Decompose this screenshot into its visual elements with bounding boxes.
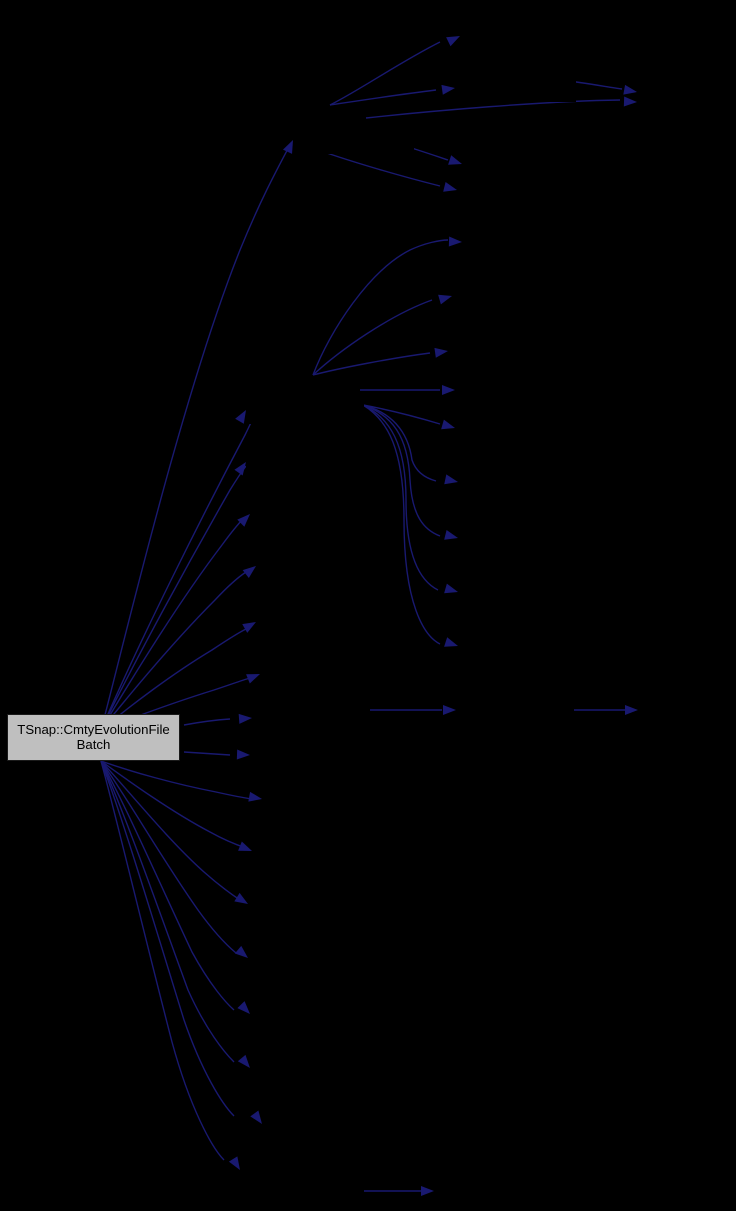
call-edge-arrowhead [421,1186,434,1196]
graph-node[interactable] [250,1000,368,1028]
graph-node[interactable] [248,942,366,970]
graph-node[interactable] [252,704,370,732]
call-edge [100,760,253,800]
call-edge-arrowhead [234,945,248,958]
call-edge-arrowhead [242,622,256,633]
call-edge [312,239,449,376]
graph-node[interactable] [246,448,364,476]
graph-node[interactable] [296,126,414,154]
call-edge [362,404,441,645]
graph-node[interactable] [250,500,368,528]
graph-node[interactable] [262,785,380,813]
graph-node-root[interactable]: TSnap::CmtyEvolutionFile Batch [7,714,180,761]
call-edge-arrowhead [238,713,252,724]
graph-node[interactable] [462,524,580,552]
call-edge-arrowhead [623,84,637,95]
call-edge [100,571,247,731]
graph-node[interactable] [452,339,570,367]
graph-node[interactable] [250,741,368,769]
call-edge-arrowhead [448,155,462,165]
call-edge [100,760,235,1063]
call-edge-arrowhead [237,1001,250,1014]
call-edge-arrowhead [441,84,455,95]
graph-node[interactable] [252,837,370,865]
call-edge-arrowhead [248,791,262,802]
call-edge-arrowhead [441,419,455,430]
call-edge [362,404,441,537]
call-edge-arrowhead [242,566,256,578]
graph-node[interactable] [462,468,580,496]
graph-node[interactable] [462,578,580,606]
call-edge [362,404,439,591]
call-edge-arrowhead [625,705,638,715]
call-edge-arrowhead [250,1110,262,1124]
call-edge-arrowhead [444,583,458,594]
graph-node[interactable] [640,696,730,724]
call-edge [312,352,431,376]
call-edge-arrowhead [442,385,455,395]
call-edge [362,404,437,482]
call-edge-arrowhead [235,410,246,424]
graph-node[interactable] [246,396,364,424]
call-edge [100,517,245,731]
call-edge [100,760,235,1011]
call-edge-arrowhead [246,674,260,684]
graph-node[interactable] [436,1177,554,1205]
call-edge-arrowhead [234,462,246,476]
call-edge-arrowhead [238,841,252,851]
graph-node[interactable] [240,1156,358,1184]
graph-node[interactable] [260,660,378,688]
graph-node[interactable] [248,890,366,918]
call-edge [100,628,247,731]
graph-node[interactable] [462,228,580,256]
graph-node[interactable] [250,1052,368,1080]
graph-node[interactable] [262,1110,380,1138]
graph-node[interactable] [462,22,580,50]
graph-node[interactable] [455,286,573,314]
call-edge-arrowhead [237,1054,250,1068]
call-edge-arrowhead [282,140,293,154]
call-edge-arrowhead [438,294,452,305]
call-edge-arrowhead [623,96,637,107]
call-edge [183,718,231,726]
call-edge-arrowhead [434,347,448,358]
call-edge-arrowhead [444,474,458,485]
graph-node[interactable] [462,149,580,177]
graph-node[interactable] [458,74,576,102]
call-edge-arrowhead [236,749,250,760]
call-edge [362,404,441,425]
call-edge [329,89,437,106]
call-edge [183,751,231,756]
call-edge [100,760,247,849]
graph-node[interactable] [256,608,374,636]
call-edge-arrowhead [234,892,248,904]
call-edge [100,142,292,731]
call-edge-arrowhead [446,36,460,47]
call-edge-arrowhead [443,705,456,715]
graph-node[interactable] [456,696,574,724]
call-edge-arrowhead [448,236,462,247]
call-edge-arrowhead [443,182,457,192]
graph-node[interactable] [256,552,374,580]
graph-node[interactable] [455,413,573,441]
call-edge-arrowhead [444,530,458,540]
call-edge [312,299,433,376]
call-edge-arrowhead [444,637,458,647]
graph-node[interactable] [462,176,580,204]
call-edge [329,41,441,106]
call-edge [100,760,225,1161]
graph-node[interactable] [640,90,730,118]
call-edge-arrowhead [237,514,250,527]
graph-node[interactable] [462,632,580,660]
call-edge [100,760,241,901]
graph-node[interactable] [455,376,573,404]
call-edge [100,465,247,731]
call-edge [365,99,621,119]
call-edge-arrowhead [228,1156,240,1170]
call-edge [100,760,237,954]
call-edge [100,760,235,1117]
